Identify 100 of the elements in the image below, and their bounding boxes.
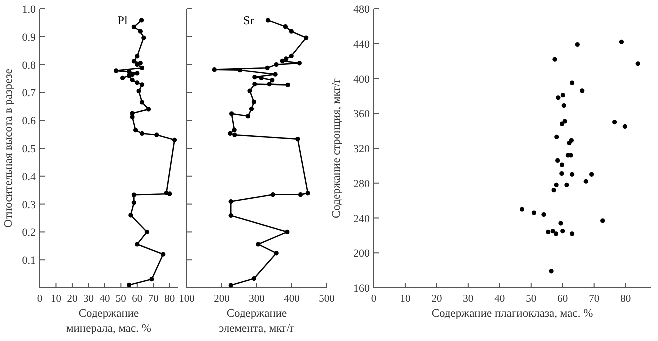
point — [286, 82, 290, 88]
y-tick-label: 480 — [354, 4, 370, 16]
point — [238, 68, 242, 73]
point — [274, 62, 279, 68]
y-tick-label: 0.2 — [22, 227, 36, 240]
y-tick-label: 0.3 — [22, 199, 36, 212]
y-tick-label: 0.6 — [22, 116, 36, 128]
point — [140, 100, 145, 105]
point — [556, 158, 560, 164]
point — [546, 230, 551, 234]
point — [306, 191, 310, 196]
point — [212, 68, 217, 72]
point — [636, 62, 640, 66]
x-tick-label: 80 — [620, 294, 632, 305]
point — [560, 93, 566, 98]
point — [560, 162, 565, 168]
y-tick-label: 1.0 — [22, 4, 36, 16]
point — [612, 120, 618, 125]
point — [126, 282, 132, 288]
x-tick-label: 500 — [319, 294, 335, 305]
point — [560, 171, 564, 176]
point — [228, 131, 233, 136]
point — [138, 29, 143, 34]
point — [562, 103, 566, 108]
point — [554, 232, 559, 236]
point — [172, 138, 178, 142]
point — [552, 188, 556, 193]
point — [270, 78, 275, 83]
point — [232, 132, 238, 138]
point — [575, 42, 580, 48]
y-axis-title: Содержание стронция, мкг/г — [331, 78, 343, 218]
point — [135, 62, 140, 68]
point — [304, 36, 309, 40]
x-tick-label: 10 — [50, 294, 62, 305]
point — [567, 140, 572, 146]
x-tick-label: 0 — [371, 294, 377, 305]
point — [120, 76, 126, 80]
point — [558, 221, 564, 226]
point — [285, 230, 290, 234]
point — [298, 192, 304, 198]
x-tick-label: 40 — [494, 294, 506, 305]
y-tick-label: 160 — [354, 283, 370, 295]
point — [133, 128, 138, 133]
point — [560, 229, 566, 234]
point — [228, 199, 234, 204]
x-tick-label: 400 — [284, 294, 300, 305]
point — [161, 252, 166, 257]
x-tick-label: 70 — [589, 294, 600, 305]
point — [168, 192, 172, 196]
y-tick-label: 200 — [354, 248, 370, 260]
y-axis-title: Относительная высота в разрезе — [3, 69, 15, 228]
x-tick-label: 50 — [116, 294, 126, 305]
point — [154, 132, 160, 138]
point — [130, 78, 135, 82]
y-tick-label: 0.8 — [22, 60, 36, 72]
x-tick-label: 100 — [179, 294, 195, 305]
point — [114, 68, 119, 74]
y-tick-label: 400 — [354, 74, 370, 86]
point — [267, 82, 272, 87]
point — [132, 192, 136, 198]
point — [249, 106, 254, 112]
point — [256, 242, 261, 247]
point — [552, 57, 558, 62]
y-tick-label: 0.4 — [22, 171, 36, 184]
point — [135, 80, 140, 86]
point — [284, 56, 289, 62]
series-label: Pl — [118, 13, 128, 28]
point — [140, 131, 145, 136]
x-tick-label: 80 — [164, 294, 176, 305]
y-tick-label: 0.9 — [22, 32, 36, 44]
point — [140, 82, 145, 88]
point — [554, 134, 560, 140]
point — [252, 75, 258, 80]
point — [532, 210, 537, 216]
point — [297, 61, 302, 66]
point — [296, 136, 300, 142]
point — [550, 229, 556, 234]
point — [144, 230, 150, 234]
point — [600, 218, 606, 224]
point — [270, 192, 276, 198]
point — [252, 100, 256, 104]
x-tick-label: 300 — [249, 294, 265, 305]
point — [128, 213, 134, 218]
point — [622, 124, 628, 130]
y-tick-label: 320 — [354, 144, 370, 156]
point — [280, 58, 285, 64]
point — [542, 212, 546, 218]
x-tick-label: 30 — [83, 294, 94, 305]
y-tick-label: 0.1 — [22, 255, 36, 268]
point — [252, 82, 258, 87]
y-tick-label: 240 — [354, 213, 370, 226]
point — [289, 29, 294, 34]
point — [248, 88, 252, 94]
x-tick-label: 200 — [214, 294, 230, 305]
x-tick-label: 40 — [100, 294, 110, 305]
point — [273, 72, 278, 77]
point — [549, 269, 554, 274]
point — [135, 71, 140, 76]
point — [520, 207, 525, 212]
point — [259, 76, 264, 80]
